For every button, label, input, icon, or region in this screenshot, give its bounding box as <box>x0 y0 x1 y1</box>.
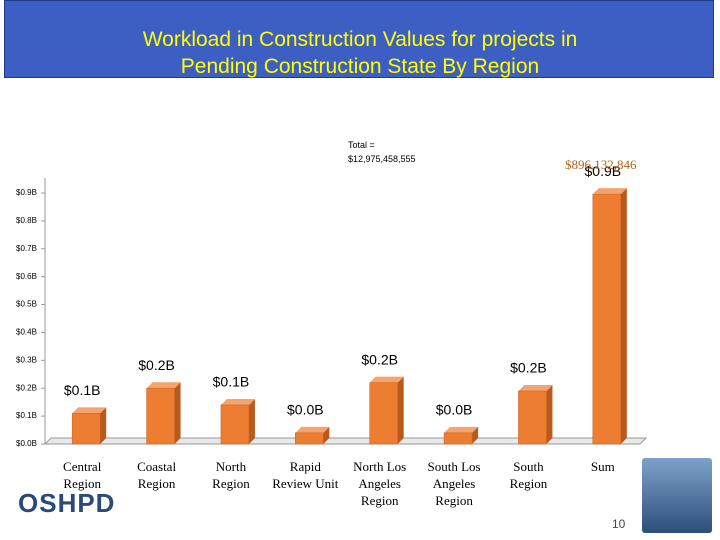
bar <box>592 193 622 445</box>
bar-side <box>100 407 107 444</box>
x-tick-label: Central Region <box>63 459 102 491</box>
value-label: $0.1B <box>64 382 101 398</box>
building-icon <box>642 458 712 533</box>
value-label: $0.2B <box>138 357 175 373</box>
y-tick-label: $0.9B <box>16 188 37 197</box>
bar-side <box>323 426 330 444</box>
x-tick-label: Coastal Region <box>137 459 177 491</box>
logo: OSHPD <box>18 488 116 518</box>
y-tick-label: $0.0B <box>16 439 37 448</box>
bar-top <box>369 376 404 383</box>
annotation: Total = $12,975,458,555 <box>348 140 416 164</box>
y-tick-label: $0.2B <box>16 383 37 392</box>
y-tick-label: $0.4B <box>16 328 37 337</box>
bar <box>369 382 398 445</box>
bar-top <box>592 188 627 195</box>
page-number: 10 <box>612 517 626 531</box>
bar-top <box>72 407 107 414</box>
x-tick-label: Sum <box>590 459 615 474</box>
bar-side <box>546 385 553 444</box>
y-tick-label: $0.7B <box>16 244 37 253</box>
x-tick-label: South Region <box>509 459 548 491</box>
y-tick-label: $0.1B <box>16 411 37 420</box>
x-tick-label: North Region <box>212 459 250 491</box>
bar-side <box>248 398 255 444</box>
slide-title: Workload in Construction Values for proj… <box>142 28 578 78</box>
bar-top <box>220 398 255 405</box>
x-tick-label: Rapid Review Unit <box>272 459 339 491</box>
x-tick-label: North Los Angeles Region <box>353 459 407 508</box>
y-tick-label: $0.3B <box>16 355 37 364</box>
bar <box>146 387 175 445</box>
y-tick-label: $0.8B <box>16 216 37 225</box>
annotation: $896,132,846 <box>565 157 637 172</box>
bar <box>295 432 324 445</box>
bar-side <box>620 188 627 444</box>
y-tick-label: $0.5B <box>16 300 37 309</box>
floor <box>43 437 648 445</box>
bar-top <box>444 426 479 433</box>
bar-side <box>472 426 479 444</box>
value-label: $0.0B <box>436 402 473 418</box>
y-tick-label: $0.6B <box>16 272 37 281</box>
bar <box>220 404 250 445</box>
value-label: $0.2B <box>510 360 547 376</box>
value-label: $0.9B <box>585 163 622 179</box>
bar-side <box>397 376 404 444</box>
bar-top <box>146 382 181 389</box>
bar <box>443 432 473 445</box>
value-label: $0.0B <box>287 402 324 418</box>
bar <box>518 390 547 445</box>
title-band <box>4 0 714 78</box>
x-tick-label: South Los Angeles Region <box>427 459 481 508</box>
bar-top <box>295 426 330 433</box>
bar <box>71 413 101 445</box>
value-label: $0.1B <box>213 374 250 390</box>
bar-top <box>518 385 553 392</box>
value-label: $0.2B <box>361 351 398 367</box>
bar-side <box>174 382 181 444</box>
